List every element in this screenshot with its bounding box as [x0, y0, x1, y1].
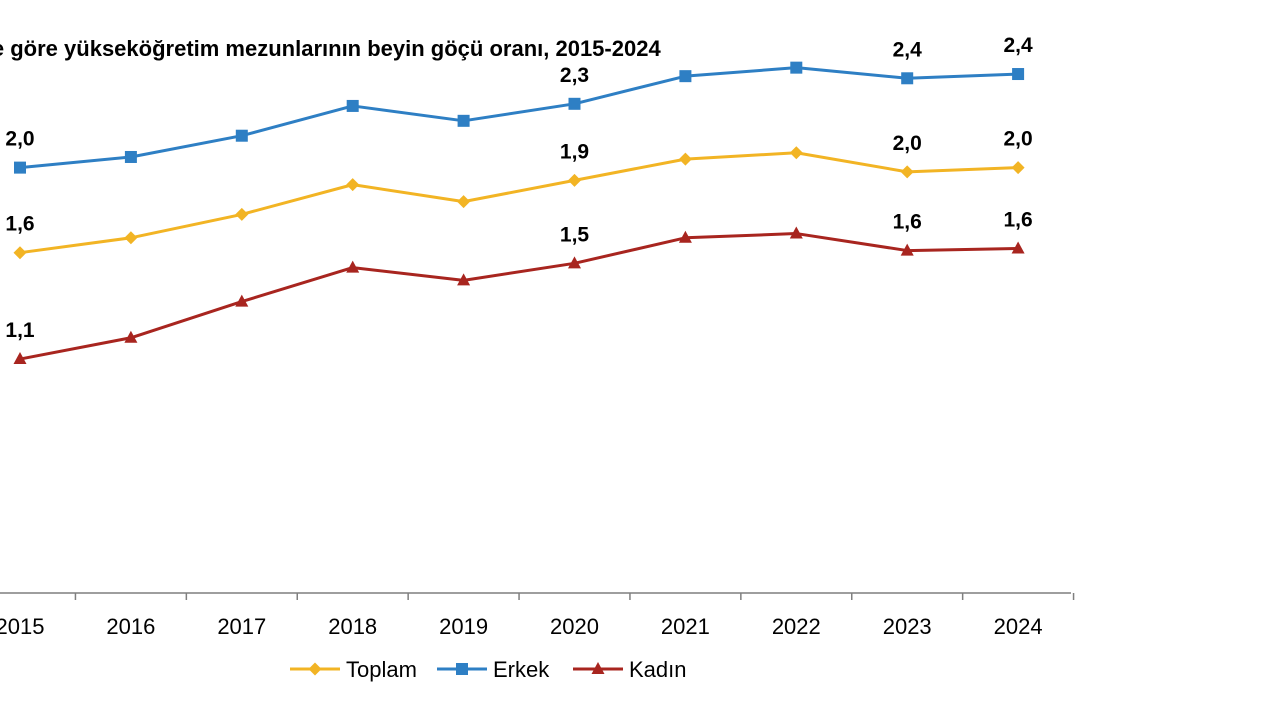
point-erkek-2022: [790, 61, 803, 74]
series-toplam: [13, 146, 1025, 260]
legend-marker-kadin: [591, 662, 605, 674]
data-label-erkek-2015: 2,0: [5, 128, 34, 151]
x-tick-label-2016: 2016: [106, 614, 155, 639]
x-tick-label-2022: 2022: [772, 614, 821, 639]
data-label-kadin-2015: 1,1: [5, 319, 35, 342]
data-label-erkek-2024: 2,4: [1003, 34, 1033, 57]
legend: Toplam Erkek Kadın: [290, 657, 687, 682]
point-toplam-2018: [346, 178, 360, 192]
legend-item-erkek: Erkek: [437, 657, 550, 682]
x-tick-label-2015: 2015: [0, 614, 44, 639]
legend-marker-erkek: [456, 663, 468, 675]
point-erkek-2023: [901, 72, 914, 85]
point-kadin-2017: [235, 294, 249, 307]
point-toplam-2021: [678, 152, 692, 166]
x-tick-label-2021: 2021: [661, 614, 710, 639]
chart-title: ...ete göre yükseköğretim mezunlarının b…: [0, 36, 661, 61]
point-toplam-2022: [789, 146, 803, 160]
point-erkek-2018: [346, 99, 359, 112]
point-kadin-2020: [568, 256, 581, 269]
series-layer: [13, 61, 1025, 365]
x-tick-label-2024: 2024: [994, 614, 1043, 639]
point-erkek-2021: [679, 70, 692, 83]
point-erkek-2024: [1012, 68, 1025, 81]
point-toplam-2024: [1011, 161, 1025, 175]
data-label-kadin-2020: 1,5: [560, 223, 590, 246]
point-toplam-2015: [13, 246, 27, 260]
point-toplam-2020: [568, 173, 581, 187]
point-kadin-2024: [1011, 241, 1025, 254]
data-label-toplam-2024: 2,0: [1003, 128, 1032, 151]
data-labels: 1,6 1,9 2,0 2,0 2,0 2,3 2,4 2,4 1,1 1,5 1,6 1,6: [5, 34, 1033, 342]
data-label-erkek-2020: 2,3: [560, 64, 589, 87]
series-kadin: [13, 226, 1025, 365]
data-label-erkek-2023: 2,4: [893, 38, 923, 61]
legend-marker-toplam: [308, 662, 322, 676]
point-toplam-2023: [900, 165, 914, 179]
legend-label-toplam: Toplam: [346, 657, 417, 682]
series-line-toplam: [19, 151, 1019, 255]
point-kadin-2019: [457, 273, 471, 286]
x-tick-label-2020: 2020: [550, 614, 599, 639]
point-erkek-2016: [124, 150, 137, 163]
x-tick-label-2018: 2018: [328, 614, 377, 639]
legend-item-kadin: Kadın: [573, 657, 687, 682]
point-erkek-2017: [235, 129, 248, 142]
x-axis: 2015 2016 2017 2018 2019 2020 2021 2022 2023 2024: [0, 592, 1075, 639]
point-kadin-2023: [900, 243, 914, 256]
series-line-erkek: [19, 66, 1019, 170]
series-erkek: [14, 61, 1025, 174]
point-erkek-2015: [14, 161, 26, 174]
data-label-kadin-2024: 1,6: [1003, 208, 1032, 231]
data-label-toplam-2020: 1,9: [560, 140, 589, 163]
legend-item-toplam: Toplam: [290, 657, 417, 682]
point-toplam-2019: [457, 195, 471, 209]
series-line-kadin: [19, 232, 1019, 361]
x-tick-label-2019: 2019: [439, 614, 488, 639]
data-label-toplam-2023: 2,0: [893, 132, 922, 155]
x-tick-label-2017: 2017: [217, 614, 266, 639]
point-kadin-2015: [13, 352, 27, 365]
point-kadin-2021: [678, 230, 692, 243]
legend-label-erkek: Erkek: [493, 657, 550, 682]
point-erkek-2019: [457, 114, 470, 127]
legend-label-kadin: Kadın: [629, 657, 687, 682]
data-label-kadin-2023: 1,6: [893, 211, 922, 234]
point-kadin-2022: [789, 226, 803, 239]
data-label-toplam-2015: 1,6: [5, 213, 34, 236]
point-toplam-2016: [124, 231, 138, 245]
point-kadin-2016: [124, 330, 138, 343]
x-tick-label-2023: 2023: [883, 614, 932, 639]
point-toplam-2017: [235, 207, 249, 221]
point-kadin-2018: [346, 260, 360, 273]
point-erkek-2020: [568, 97, 581, 110]
